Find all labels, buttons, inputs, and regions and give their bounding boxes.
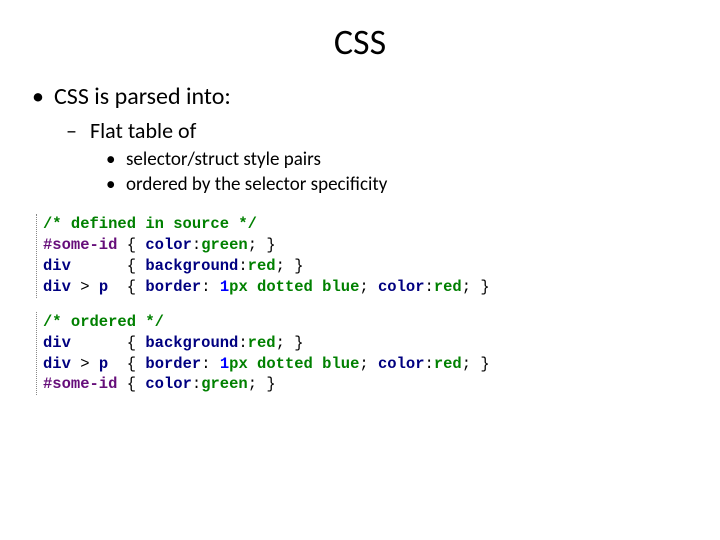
code-line: div { background:red; }	[43, 333, 690, 354]
code-line: #some-id { color:green; }	[43, 374, 690, 395]
bullet-level2: Flat table of	[30, 117, 690, 144]
bullet-level3-b: ordered by the selector specificity	[30, 173, 690, 196]
code-line: div { background:red; }	[43, 256, 690, 277]
slide: CSS CSS is parsed into: Flat table of se…	[0, 0, 720, 540]
code-comment: /* defined in source */	[43, 214, 690, 235]
slide-title: CSS	[30, 20, 690, 64]
code-line: #some-id { color:green; }	[43, 235, 690, 256]
code-comment: /* ordered */	[43, 312, 690, 333]
code-block-defined: /* defined in source */#some-id { color:…	[36, 214, 690, 298]
code-line: div > p { border: 1px dotted blue; color…	[43, 277, 690, 298]
code-line: div > p { border: 1px dotted blue; color…	[43, 354, 690, 375]
code-block-ordered: /* ordered */div { background:red; }div …	[36, 312, 690, 396]
bullet-level1: CSS is parsed into:	[30, 82, 690, 111]
bullet-level3-a: selector/struct style pairs	[30, 148, 690, 171]
